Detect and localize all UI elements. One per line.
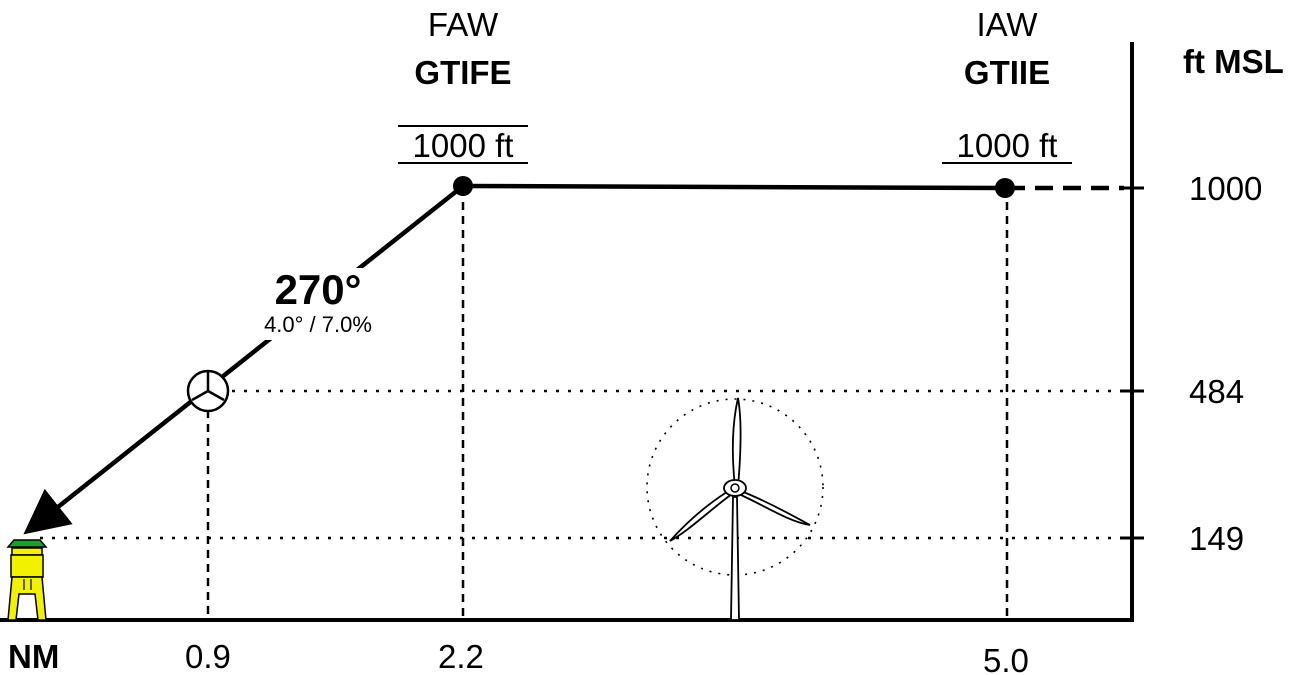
- distance-label-0-9: 0.9: [185, 638, 231, 675]
- iaw-role-label: IAW: [976, 6, 1038, 43]
- faw-role-label: FAW: [428, 6, 499, 43]
- approach-course-label: 270°: [275, 266, 362, 313]
- iaw-altitude-label: 1000 ft: [957, 127, 1058, 164]
- horizontal-unit-label: NM: [8, 638, 59, 675]
- iaw-name-label: GTIIE: [964, 54, 1050, 91]
- iaw-waypoint-marker: [995, 178, 1015, 198]
- course-label-background: [250, 268, 392, 340]
- vertical-unit-label: ft MSL: [1183, 43, 1284, 80]
- altitude-label-484: 484: [1189, 373, 1244, 410]
- faw-name-label: GTIFE: [414, 54, 511, 91]
- obstacle-turbine-icon: [186, 369, 230, 413]
- altitude-label-149: 149: [1189, 520, 1244, 557]
- wind-turbine-icon: [646, 397, 824, 621]
- faw-waypoint-marker: [453, 176, 473, 196]
- distance-label-2-2: 2.2: [438, 638, 484, 675]
- distance-label-5-0: 5.0: [983, 642, 1029, 675]
- approach-gradient-label: 4.0° / 7.0%: [264, 312, 372, 337]
- platform-landing-site-icon: [6, 539, 48, 621]
- level-segment: [462, 183, 1008, 191]
- final-approach-path: [23, 184, 465, 535]
- faw-altitude-label: 1000 ft: [413, 127, 514, 164]
- altitude-label-1000: 1000: [1189, 170, 1262, 207]
